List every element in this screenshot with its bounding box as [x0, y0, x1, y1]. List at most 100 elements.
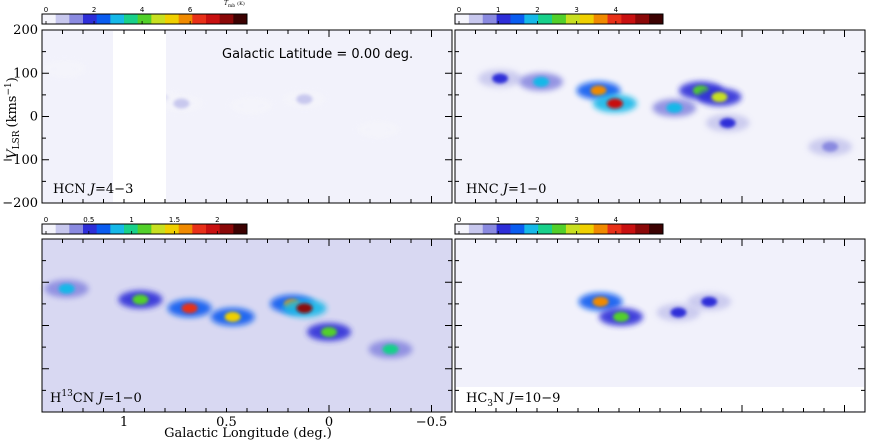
colorbar-segment	[565, 224, 581, 234]
axis-tick-labels: 200 100 0 −100 −200 1 0.5 0 −0.5	[2, 23, 447, 430]
colorbar-segment	[538, 14, 553, 24]
emission-core	[711, 92, 728, 103]
colorbar-segment	[124, 224, 139, 234]
colorbar-segment	[468, 224, 484, 234]
emission-core	[296, 94, 313, 105]
colorbar-segment	[524, 14, 539, 24]
colorbar-segment	[635, 14, 650, 24]
colorbar-segment	[55, 224, 70, 234]
panel-background	[42, 30, 452, 203]
colorbar-segment	[455, 14, 470, 24]
y-tick-label: −200	[2, 196, 38, 211]
y-tick-label: 200	[13, 23, 38, 38]
colorbar-tick-label: 0	[44, 216, 48, 224]
emission-core	[719, 117, 736, 128]
colorbar-segment	[137, 14, 152, 24]
panel-hcn	[42, 30, 452, 203]
emission-core	[666, 102, 683, 113]
unobserved-region	[113, 31, 166, 202]
colorbar-frame	[454, 13, 664, 25]
colorbar-tick-label: 1	[129, 216, 133, 224]
x-tick-label: 0	[325, 415, 333, 430]
colorbar-segment	[151, 224, 166, 234]
colorbar-frame	[41, 223, 248, 235]
colorbar-tick-label: 6	[188, 6, 193, 14]
colorbar-segment	[649, 14, 664, 24]
emission-core	[224, 311, 241, 322]
colorbar-segment	[482, 14, 497, 24]
x-tick-label: 1	[120, 415, 128, 430]
colorbar-segment	[42, 14, 57, 24]
colorbar-tick-label: 0	[457, 216, 461, 224]
y-tick-label: 100	[13, 66, 38, 81]
axis-ticks	[41, 29, 866, 413]
colorbar-segment	[96, 14, 111, 24]
panel-label-hnc: HNC J=1−0	[466, 182, 546, 197]
colorbar-segment	[496, 224, 511, 234]
emission-core	[592, 296, 609, 307]
panel-label-h13cn: H13CN J=1−0	[50, 389, 142, 406]
colorbar-segment	[552, 224, 567, 234]
colorbar-segment	[206, 224, 221, 234]
y-tick-label: 0	[30, 110, 38, 125]
colorbar-segment	[552, 14, 567, 24]
y-axis-title: VLSR(kms−1)	[4, 77, 22, 159]
latitude-caption: Galactic Latitude = 0.00 deg.	[222, 47, 413, 62]
colorbar-tick-label: 2	[535, 6, 539, 14]
colorbar-segment	[593, 224, 608, 234]
colorbar-segment	[538, 224, 553, 234]
emission-layer	[44, 279, 413, 359]
colorbar-segment	[607, 224, 622, 234]
colorbar-tick-label: 1	[496, 6, 500, 14]
colorbar-tick-label: 4	[140, 6, 145, 14]
colorbar-tick-label: 2	[535, 216, 539, 224]
colorbar-tick-label: 1	[496, 216, 500, 224]
emission-core	[56, 63, 73, 74]
colorbar-segment	[579, 14, 595, 24]
colorbar-segment	[178, 224, 193, 234]
emission-core	[701, 296, 718, 307]
emission-core	[181, 303, 198, 314]
colorbar-segment	[621, 14, 636, 24]
colorbar-segment	[137, 224, 152, 234]
colorbar-segment	[219, 14, 234, 24]
colorbar-segment	[69, 14, 84, 24]
panel-h13cn	[42, 239, 452, 412]
emission-core	[132, 294, 149, 305]
emission-core	[243, 100, 260, 111]
colorbars: 0 2 4 6 0 1 2 3 4 0 0.5 1 1.5 2 0 1 2 3 4	[41, 6, 664, 235]
x-axis-title: Galactic Longitude (deg.)	[164, 426, 332, 441]
colorbar-segment	[165, 14, 180, 24]
panel-background	[42, 239, 452, 412]
colorbar-tick-label: 0.5	[83, 216, 94, 224]
colorbar-tick-label: 3	[574, 6, 578, 14]
emission-layer	[42, 59, 401, 139]
colorbar-segment	[482, 224, 497, 234]
colorbar-segment	[496, 14, 511, 24]
emission-core	[613, 311, 630, 322]
colorbar-segment	[219, 224, 234, 234]
colorbar-segment	[468, 14, 484, 24]
colorbar-segment	[524, 224, 539, 234]
panel-background	[455, 239, 865, 412]
emission-core	[670, 307, 687, 318]
colorbar-segment	[110, 14, 125, 24]
emission-layer	[478, 69, 853, 156]
colorbar-segment	[110, 224, 125, 234]
colorbar-segment	[192, 224, 207, 234]
colorbar-segment	[69, 224, 84, 234]
colorbar-segment	[455, 224, 470, 234]
x-tick-label: −0.5	[416, 415, 448, 430]
emission-core	[173, 98, 190, 109]
unobserved-region	[456, 387, 864, 411]
colorbar-segment	[579, 224, 595, 234]
colorbar-segment	[165, 224, 180, 234]
emission-core	[492, 73, 509, 84]
colorbar-segment	[233, 14, 248, 24]
colorbar-segment	[510, 224, 525, 234]
colorbar-segment	[206, 14, 221, 24]
colorbar-frame	[41, 13, 248, 25]
colorbar-segment	[649, 224, 664, 234]
colorbar-segment	[510, 14, 525, 24]
